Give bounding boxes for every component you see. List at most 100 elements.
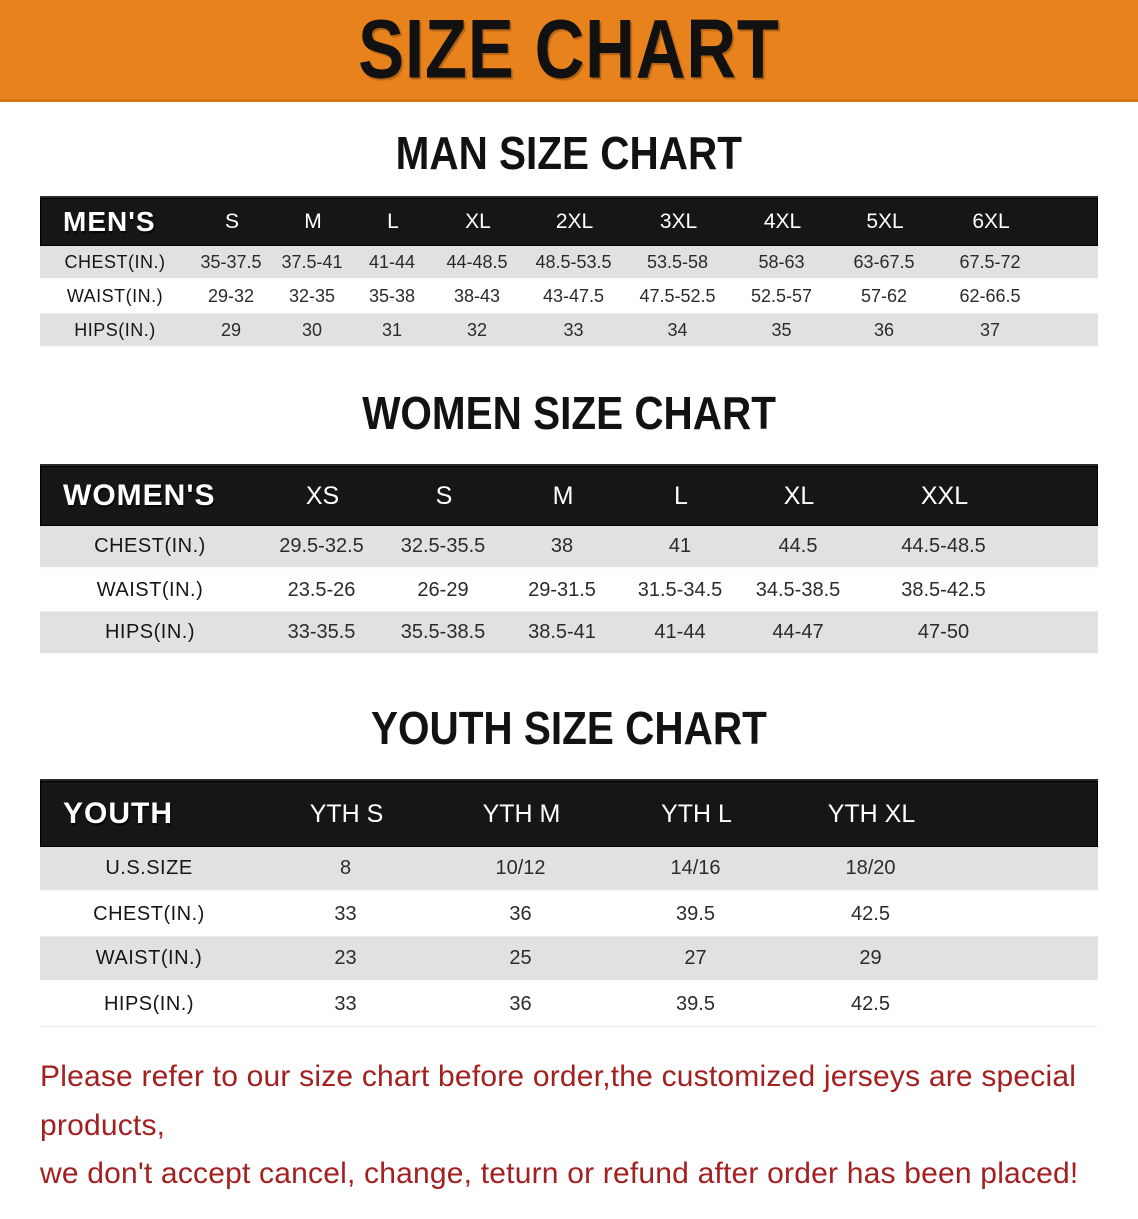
cell-value: 14/16	[670, 857, 721, 879]
cell-value: 31.5-34.5	[637, 578, 723, 601]
men-size-table: MEN'S S M L XL 2XL 3XL 4XL 5XL 6XL CHEST(IN.) 35-37…	[40, 198, 1098, 348]
cell-value: 47.5-52.5	[639, 286, 716, 306]
cell-value: 33	[563, 319, 584, 340]
cell-value: 29.5-32.5	[279, 535, 364, 557]
corner-label: MEN'S	[63, 206, 156, 237]
column-header: S	[435, 481, 453, 510]
cell-value: 33-35.5	[287, 621, 356, 643]
table-row: WAIST(IN.) 23 25 27 29	[40, 937, 1098, 982]
row-label: HIPS(IN.)	[74, 319, 156, 340]
cell-value: 48.5-53.5	[535, 251, 612, 272]
cell-value: 37.5-41	[281, 251, 343, 272]
table-header-row: WOMEN'S XS S M L XL XXL	[40, 466, 1098, 526]
cell-value: 67.5-72	[959, 251, 1021, 272]
cell-value: 63-67.5	[853, 251, 915, 272]
women-size-table: WOMEN'S XS S M L XL XXL CHEST(IN.) 29.5-32.5 32.5…	[40, 466, 1098, 655]
column-header: L	[674, 481, 688, 510]
table-row: WAIST(IN.) 29-32 32-35 35-38 38-43 43-47.5 47.…	[40, 280, 1098, 314]
cell-value: 35-37.5	[200, 251, 262, 272]
men-section-heading-text: MAN SIZE CHART	[395, 127, 743, 179]
table-row: HIPS(IN.) 29 30 31 32 33 34 35 36 37	[40, 314, 1098, 348]
column-header: M	[552, 481, 574, 510]
women-section-heading: WOMEN SIZE CHART	[0, 386, 1138, 440]
table-row: CHEST(IN.) 35-37.5 37.5-41 41-44 44-48.5 48.5…	[40, 246, 1098, 280]
cell-value: 29	[859, 947, 882, 969]
cell-value: 37	[979, 319, 1001, 340]
cell-value: 35.5-38.5	[400, 621, 486, 643]
women-section-heading-text: WOMEN SIZE CHART	[362, 387, 776, 439]
row-label: HIPS(IN.)	[103, 992, 195, 1015]
cell-value: 34	[667, 319, 688, 340]
cell-value: 8	[339, 857, 352, 879]
cell-value: 41	[668, 535, 692, 557]
cell-value: 42.5	[851, 992, 890, 1015]
cell-value: 32	[466, 319, 488, 340]
column-header: 3XL	[659, 210, 698, 233]
cell-value: 41-44	[654, 621, 706, 643]
column-header: 2XL	[555, 210, 594, 233]
cell-value: 52.5-57	[750, 286, 813, 306]
cell-value: 58-63	[758, 251, 805, 272]
cell-value: 41-44	[368, 251, 416, 272]
size-chart-content: MAN SIZE CHART MEN'S S M L XL 2XL 3XL 4XL 5XL 6XL…	[0, 126, 1138, 1027]
row-label: WAIST(IN.)	[96, 578, 204, 601]
cell-value: 18/20	[845, 857, 896, 879]
table-header-row: MEN'S S M L XL 2XL 3XL 4XL 5XL 6XL	[40, 198, 1098, 246]
cell-value: 10/12	[495, 857, 546, 879]
cell-value: 33	[334, 992, 357, 1015]
cell-value: 26-29	[417, 578, 469, 601]
cell-value: 32-35	[288, 286, 336, 306]
cell-value: 29	[220, 319, 242, 340]
youth-section-heading: YOUTH SIZE CHART	[0, 701, 1138, 755]
column-header: XL	[465, 210, 491, 233]
cell-value: 62-66.5	[959, 286, 1021, 306]
disclaimer-note: Please refer to our size chart before or…	[40, 1053, 1100, 1199]
cell-value: 39.5	[676, 902, 715, 925]
cell-value: 44.5	[778, 535, 818, 557]
cell-value: 38	[550, 535, 574, 557]
cell-value: 35	[771, 319, 792, 340]
cell-value: 57-62	[860, 286, 908, 306]
column-header: XL	[783, 481, 815, 510]
table-row: HIPS(IN.) 33 36 39.5 42.5	[40, 982, 1098, 1027]
cell-value: 33	[334, 902, 357, 925]
cell-value: 47-50	[917, 621, 970, 643]
row-label: CHEST(IN.)	[94, 535, 206, 557]
corner-label: WOMEN'S	[63, 479, 216, 512]
cell-value: 23.5-26	[287, 578, 356, 601]
column-header: YTH XL	[827, 799, 916, 828]
table-row: U.S.SIZE 8 10/12 14/16 18/20	[40, 847, 1098, 892]
cell-value: 44-47	[772, 621, 824, 643]
cell-value: 36	[509, 992, 532, 1015]
cell-value: 43-47.5	[542, 286, 605, 306]
row-label: U.S.SIZE	[105, 857, 193, 879]
row-label: CHEST(IN.)	[64, 251, 166, 272]
row-label: WAIST(IN.)	[95, 947, 203, 969]
cell-value: 36	[509, 902, 532, 925]
table-row: CHEST(IN.) 29.5-32.5 32.5-35.5 38 41 44.5 44.5…	[40, 526, 1098, 569]
youth-size-section: YOUTH SIZE CHART YOUTH YTH S YTH M YTH L YTH…	[0, 701, 1138, 1027]
table-header-row: YOUTH YTH S YTH M YTH L YTH XL	[40, 781, 1098, 847]
women-size-section: WOMEN SIZE CHART WOMEN'S XS S M L XL XXL CHEST(…	[0, 386, 1138, 655]
row-label: WAIST(IN.)	[66, 286, 164, 306]
table-row: CHEST(IN.) 33 36 39.5 42.5	[40, 892, 1098, 937]
cell-value: 27	[684, 947, 707, 969]
men-size-section: MAN SIZE CHART MEN'S S M L XL 2XL 3XL 4XL 5XL 6XL…	[0, 126, 1138, 348]
table-row: WAIST(IN.) 23.5-26 26-29 29-31.5 31.5-34.5 34…	[40, 569, 1098, 612]
column-header: 5XL	[866, 210, 904, 233]
banner-title: SIZE CHART	[358, 2, 780, 96]
cell-value: 29-32	[207, 286, 255, 306]
column-header: L	[387, 210, 399, 233]
cell-value: 35-38	[368, 286, 416, 306]
column-header: 6XL	[972, 210, 1010, 233]
youth-size-table: YOUTH YTH S YTH M YTH L YTH XL U.S.SIZE 8 10/12…	[40, 781, 1098, 1027]
column-header: S	[224, 210, 239, 233]
cell-value: 23	[334, 947, 357, 969]
cell-value: 34.5-38.5	[755, 578, 841, 601]
cell-value: 44.5-48.5	[901, 535, 986, 557]
size-chart-banner: SIZE CHART	[0, 0, 1138, 102]
cell-value: 30	[301, 319, 323, 340]
disclaimer-line-1: Please refer to our size chart before or…	[40, 1060, 1077, 1142]
cell-value: 42.5	[851, 902, 890, 925]
column-header: M	[304, 210, 322, 233]
